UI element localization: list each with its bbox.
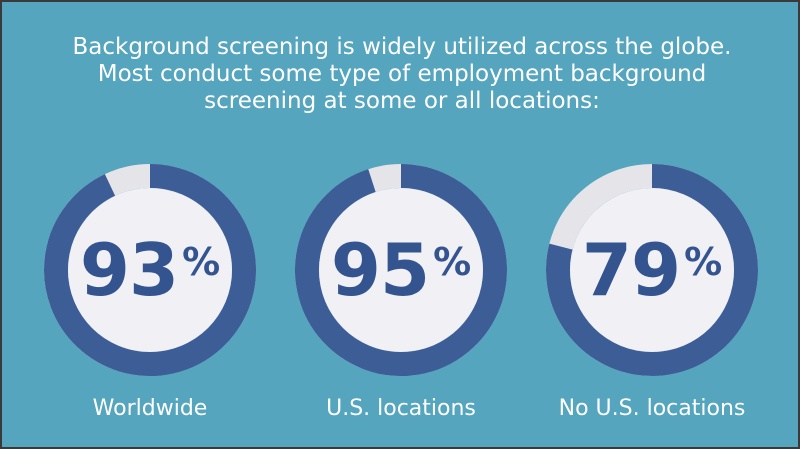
percent-value: 95% <box>293 162 509 378</box>
percent-sign: % <box>684 240 723 284</box>
headline-line-1: Background screening is widely utilized … <box>72 34 732 60</box>
percent-number: 79 <box>581 228 681 312</box>
label-us-locations: U.S. locations <box>326 396 476 421</box>
percent-sign: % <box>182 240 221 284</box>
percent-sign: % <box>433 240 472 284</box>
donut-chart-no-us-locations: 79% <box>544 162 760 378</box>
headline-line-3: screening at some or all locations: <box>204 88 600 114</box>
donut-inner <box>570 188 734 352</box>
percent-number: 93 <box>79 228 179 312</box>
percent-value: 93% <box>42 162 258 378</box>
donut-arc <box>546 164 758 376</box>
donut-ring-svg <box>44 164 256 376</box>
percent-number: 95 <box>330 228 430 312</box>
headline-line-2: Most conduct some type of employment bac… <box>97 61 707 87</box>
donut-arc <box>44 164 256 376</box>
donut-chart-worldwide: 93% <box>42 162 258 378</box>
donut-chart-us-locations: 95% <box>293 162 509 378</box>
donut-inner <box>319 188 483 352</box>
donut-ring-svg <box>546 164 758 376</box>
donut-arc <box>295 164 507 376</box>
percent-value: 79% <box>544 162 760 378</box>
donut-ring-svg <box>295 164 507 376</box>
headline: Background screening is widely utilized … <box>2 34 800 115</box>
label-no-us-locations: No U.S. locations <box>558 396 746 421</box>
donut-inner <box>68 188 232 352</box>
label-worldwide: Worldwide <box>92 396 208 421</box>
